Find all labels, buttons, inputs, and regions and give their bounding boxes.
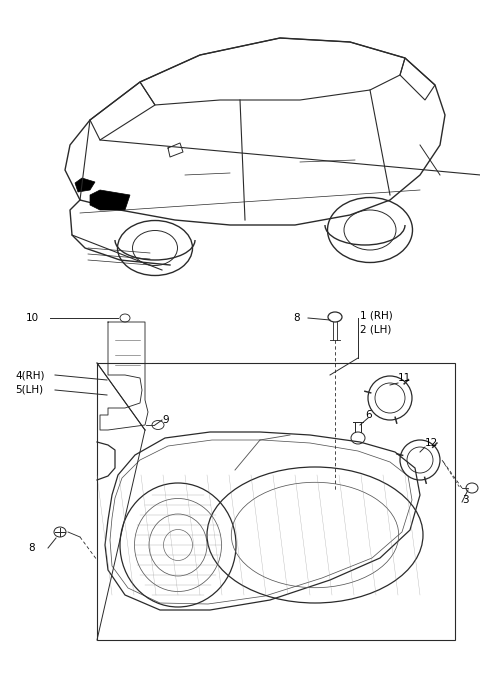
Text: 2 (LH): 2 (LH) [360, 325, 391, 335]
Ellipse shape [152, 421, 164, 429]
Text: 1 (RH): 1 (RH) [360, 310, 393, 320]
Text: 3: 3 [462, 495, 468, 505]
Text: 11: 11 [398, 373, 411, 383]
Ellipse shape [466, 483, 478, 493]
Text: 5(LH): 5(LH) [15, 385, 43, 395]
Polygon shape [75, 178, 95, 192]
Bar [97, 363, 455, 640]
Text: 9: 9 [162, 415, 168, 425]
Ellipse shape [328, 312, 342, 322]
Text: 6: 6 [365, 410, 372, 420]
Text: 10: 10 [26, 313, 39, 323]
Text: 8: 8 [28, 543, 35, 553]
Text: 12: 12 [425, 438, 438, 448]
Ellipse shape [54, 527, 66, 537]
Text: 8: 8 [293, 313, 300, 323]
Ellipse shape [120, 314, 130, 322]
Polygon shape [90, 190, 130, 210]
Text: 4(RH): 4(RH) [15, 370, 45, 380]
